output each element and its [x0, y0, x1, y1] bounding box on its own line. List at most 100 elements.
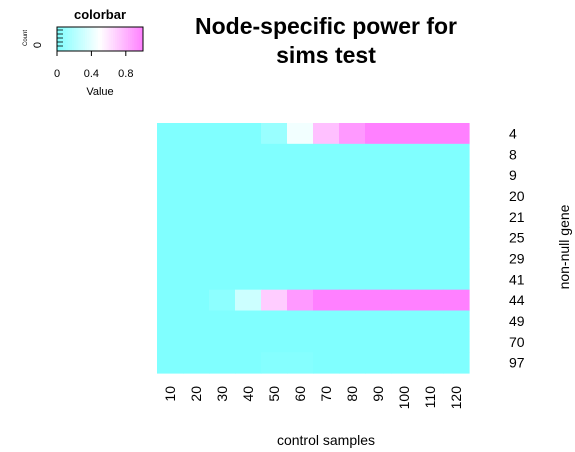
colorbar-swatch [104, 27, 107, 51]
heatmap-cell-70-70 [313, 331, 340, 353]
colorbar-swatch [130, 27, 133, 51]
heatmap-cell-20-80 [339, 185, 366, 207]
colorbar-swatch [57, 27, 60, 51]
colorbar-swatch [80, 27, 84, 51]
heatmap-cell-70-100 [391, 331, 418, 353]
heatmap-cell-44-50 [261, 289, 288, 312]
heatmap-cell-29-90 [365, 248, 392, 270]
heatmap-cell-9-100 [391, 164, 418, 187]
heatmap-cell-49-10 [157, 310, 184, 332]
heatmap-cell-20-30 [209, 185, 236, 207]
heatmap-cell-44-100 [391, 289, 418, 312]
colorbar-swatch [127, 27, 131, 51]
x-tick-label: 70 [318, 386, 334, 402]
heatmap-cell-49-110 [417, 310, 444, 332]
heatmap-cell-20-10 [157, 185, 184, 207]
colorbar-swatch [117, 27, 120, 51]
heatmap-cell-9-10 [157, 164, 184, 187]
heatmap-cell-9-120 [443, 164, 470, 187]
heatmap-cell-8-70 [313, 143, 340, 166]
heatmap-cell-44-70 [313, 289, 340, 312]
heatmap-cell-8-120 [443, 143, 470, 166]
heatmap-cell-21-80 [339, 206, 366, 228]
heatmap-cell-29-120 [443, 248, 470, 270]
heatmap-cell-70-30 [209, 331, 236, 353]
colorbar-swatch [82, 27, 86, 51]
colorbar-tick-label: 0.4 [84, 68, 99, 80]
heatmap-cell-97-60 [287, 352, 314, 374]
colorbar-swatch [69, 27, 73, 51]
chart-title-line-2: sims test [276, 42, 376, 68]
heatmap-cell-29-40 [235, 248, 262, 270]
heatmap-cell-9-90 [365, 164, 392, 187]
heatmap-cell-29-110 [417, 248, 444, 270]
heatmap-cell-97-10 [157, 352, 184, 374]
heatmap-cell-97-70 [313, 352, 340, 374]
colorbar-swatch [123, 27, 127, 51]
colorbar-value-label: Value [86, 86, 113, 98]
heatmap-cell-49-40 [235, 310, 262, 332]
heatmap-cell-41-60 [287, 268, 314, 291]
heatmap-cell-49-90 [365, 310, 392, 332]
heatmap-cell-20-60 [287, 185, 314, 207]
heatmap-cell-97-80 [339, 352, 366, 374]
heatmap-cell-44-80 [339, 289, 366, 312]
heatmap-cell-97-30 [209, 352, 236, 374]
heatmap-cell-4-30 [209, 123, 236, 145]
colorbar-swatch [84, 27, 88, 51]
colorbar-tick-label: 0.8 [118, 68, 133, 80]
heatmap-cell-25-30 [209, 227, 236, 249]
heatmap-cell-44-30 [209, 289, 236, 312]
colorbar-tick-label: 0 [54, 68, 60, 80]
heatmap-cell-4-60 [287, 123, 314, 145]
heatmap-cell-41-40 [235, 268, 262, 291]
heatmap-cell-21-20 [183, 206, 210, 228]
y-tick-label: 49 [509, 313, 525, 329]
heatmap-cell-70-10 [157, 331, 184, 353]
heatmap-cell-25-120 [443, 227, 470, 249]
colorbar-swatch [93, 27, 97, 51]
heatmap-cell-49-50 [261, 310, 288, 332]
heatmap-cell-25-50 [261, 227, 288, 249]
y-tick-label: 44 [509, 292, 525, 308]
heatmap-cell-41-100 [391, 268, 418, 291]
colorbar-histogram [57, 29, 63, 47]
y-tick-label: 8 [509, 146, 517, 162]
heatmap-cell-25-40 [235, 227, 262, 249]
heatmap-cell-70-110 [417, 331, 444, 353]
y-axis-label: non-null gene [556, 204, 572, 289]
heatmap-cell-21-40 [235, 206, 262, 228]
heatmap-cell-25-10 [157, 227, 184, 249]
heatmap-cell-21-70 [313, 206, 340, 228]
colorbar-swatch [95, 27, 99, 51]
heatmap-cell-97-50 [261, 352, 288, 374]
x-tick-label: 80 [344, 386, 360, 402]
heatmap-cell-70-20 [183, 331, 210, 353]
heatmap-cell-21-50 [261, 206, 288, 228]
colorbar-count-label: Count [23, 30, 29, 46]
colorbar-swatch [106, 27, 109, 51]
colorbar-swatch [112, 27, 116, 51]
y-tick-label: 41 [509, 271, 525, 287]
heatmap-cell-9-110 [417, 164, 444, 187]
colorbar-swatch [76, 27, 79, 51]
heatmap-cell-8-50 [261, 143, 288, 166]
chart-title-line-1: Node-specific power for [195, 13, 457, 39]
x-tick-label: 20 [188, 386, 204, 402]
heatmap-cell-20-40 [235, 185, 262, 207]
x-tick-label: 10 [162, 386, 178, 402]
heatmap-cell-97-110 [417, 352, 444, 374]
y-tick-label: 21 [509, 209, 525, 225]
y-tick-label: 70 [509, 334, 525, 350]
colorbar-gradient [57, 27, 144, 51]
heatmap-cell-8-20 [183, 143, 210, 166]
y-tick-label: 9 [509, 167, 517, 183]
heatmap-cell-70-60 [287, 331, 314, 353]
heatmap-cell-21-90 [365, 206, 392, 228]
heatmap-cell-44-60 [287, 289, 314, 312]
heatmap-cell-41-30 [209, 268, 236, 291]
colorbar-swatch [72, 27, 75, 51]
heatmap-cell-29-80 [339, 248, 366, 270]
heatmap-cell-4-70 [313, 123, 340, 145]
